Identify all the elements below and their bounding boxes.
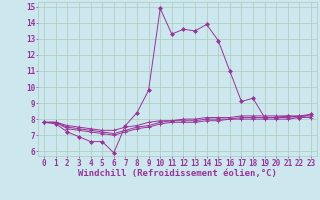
X-axis label: Windchill (Refroidissement éolien,°C): Windchill (Refroidissement éolien,°C) <box>78 169 277 178</box>
